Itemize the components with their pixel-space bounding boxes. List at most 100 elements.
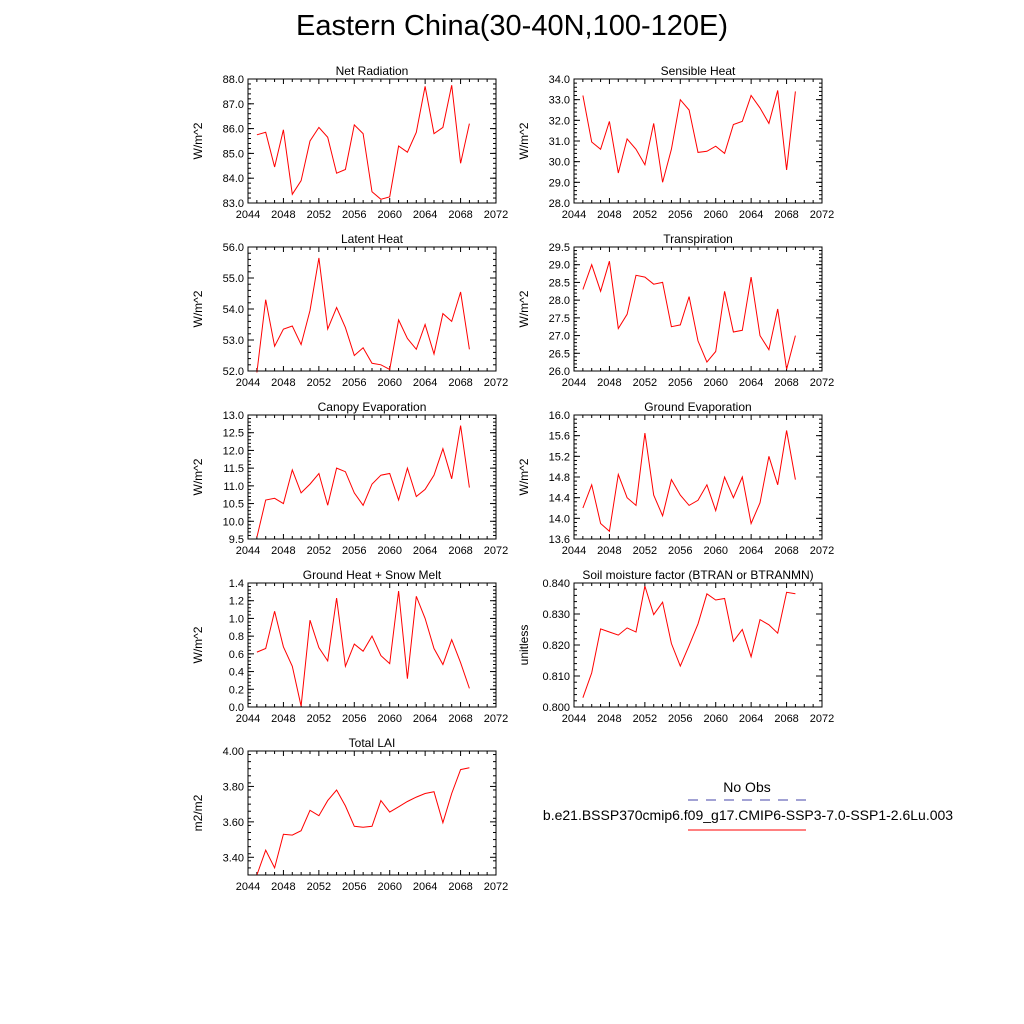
x-tick-label: 2072 [484, 881, 508, 893]
plot-frame [573, 78, 823, 204]
x-tick-label: 2060 [703, 377, 727, 389]
series-line [256, 590, 470, 707]
x-tick-label: 2048 [597, 545, 621, 557]
x-tick-label: 2060 [377, 881, 401, 893]
x-tick-label: 2048 [597, 209, 621, 221]
y-tick-label: 32.0 [549, 115, 570, 127]
y-tick-label: 15.2 [549, 451, 570, 463]
y-tick-label: 3.80 [223, 781, 244, 793]
x-tick-label: 2068 [448, 545, 472, 557]
x-tick-label: 2044 [236, 713, 260, 725]
x-tick-label: 2064 [413, 209, 437, 221]
y-tick-label: 0.800 [542, 702, 570, 714]
x-tick-label: 2056 [342, 881, 366, 893]
y-tick-label: 34.0 [549, 74, 570, 86]
x-tick-label: 2048 [597, 377, 621, 389]
x-tick-label: 2044 [562, 713, 586, 725]
series-line [582, 261, 796, 370]
x-tick-label: 2060 [703, 209, 727, 221]
y-tick-label: 0.8 [229, 631, 244, 643]
plot-frame [573, 414, 823, 540]
x-tick-label: 2072 [810, 377, 834, 389]
x-tick-label: 2072 [484, 209, 508, 221]
panel-1: Sensible Heat W/m^2 2044 2048 2052 2056 2060 20… [517, 64, 834, 221]
x-tick-label: 2052 [307, 881, 331, 893]
x-tick-label: 2064 [739, 377, 763, 389]
x-tick-label: 2072 [484, 545, 508, 557]
plot-frame [573, 582, 823, 708]
plot-frame [573, 246, 823, 372]
y-tick-label: 55.0 [223, 273, 244, 285]
series-line [256, 257, 470, 373]
panel-title: Net Radiation [336, 64, 409, 78]
y-tick-label: 1.0 [229, 613, 244, 625]
y-tick-label: 12.0 [223, 445, 244, 457]
y-tick-label: 13.0 [223, 410, 244, 422]
panel-title: Ground Heat + Snow Melt [303, 568, 442, 582]
y-axis-label: m2/m2 [191, 794, 205, 831]
x-tick-label: 2060 [703, 545, 727, 557]
x-tick-label: 2068 [448, 377, 472, 389]
x-tick-label: 2056 [342, 713, 366, 725]
y-tick-label: 0.830 [542, 609, 570, 621]
y-axis-label: W/m^2 [517, 290, 531, 327]
panel-4: Canopy Evaporation W/m^2 2044 2048 2052 2056 2… [191, 400, 508, 557]
x-tick-label: 2064 [739, 545, 763, 557]
y-tick-label: 13.6 [549, 534, 570, 546]
y-tick-label: 84.0 [223, 173, 244, 185]
x-tick-label: 2072 [810, 713, 834, 725]
y-tick-label: 0.0 [229, 702, 244, 714]
y-tick-label: 3.60 [223, 817, 244, 829]
x-tick-label: 2060 [377, 545, 401, 557]
x-tick-label: 2044 [562, 545, 586, 557]
plot-frame [247, 582, 497, 708]
series-line [256, 85, 470, 200]
y-tick-label: 27.5 [549, 313, 570, 325]
x-tick-label: 2060 [377, 377, 401, 389]
x-tick-label: 2064 [739, 713, 763, 725]
panel-title: Sensible Heat [661, 64, 736, 78]
page-title: Eastern China(30-40N,100-120E) [295, 10, 729, 42]
y-tick-label: 33.0 [549, 95, 570, 107]
panel-title: Ground Evaporation [644, 400, 751, 414]
y-tick-label: 29.5 [549, 242, 570, 254]
y-axis-label: W/m^2 [191, 122, 205, 159]
legend-case-label: b.e21.BSSP370cmip6.f09_g17.CMIP6-SSP3-7.… [542, 807, 954, 823]
x-tick-label: 2044 [236, 881, 260, 893]
y-tick-label: 1.4 [229, 578, 244, 590]
y-tick-label: 0.6 [229, 649, 244, 661]
x-tick-label: 2044 [236, 377, 260, 389]
x-tick-label: 2052 [307, 209, 331, 221]
panel-title: Total LAI [349, 736, 396, 750]
x-tick-label: 2052 [633, 545, 657, 557]
y-tick-label: 12.5 [223, 428, 244, 440]
y-tick-label: 28.0 [549, 295, 570, 307]
y-axis-label: W/m^2 [191, 290, 205, 327]
x-tick-label: 2064 [739, 209, 763, 221]
y-tick-label: 27.0 [549, 331, 570, 343]
y-axis-label: unitless [517, 625, 531, 666]
y-tick-label: 0.810 [542, 671, 570, 683]
x-tick-label: 2064 [413, 881, 437, 893]
x-tick-label: 2068 [448, 713, 472, 725]
x-tick-label: 2072 [484, 377, 508, 389]
y-axis-label: W/m^2 [191, 458, 205, 495]
panel-5: Ground Evaporation W/m^2 2044 2048 2052 2056 2… [517, 400, 834, 557]
plot-frame [247, 78, 497, 204]
x-tick-label: 2060 [377, 713, 401, 725]
x-tick-label: 2052 [307, 377, 331, 389]
y-tick-label: 0.840 [542, 578, 570, 590]
y-tick-label: 83.0 [223, 198, 244, 210]
x-tick-label: 2064 [413, 377, 437, 389]
y-tick-label: 14.4 [549, 493, 570, 505]
y-tick-label: 31.0 [549, 136, 570, 148]
y-tick-label: 26.0 [549, 366, 570, 378]
x-tick-label: 2048 [271, 881, 295, 893]
x-tick-label: 2068 [774, 377, 798, 389]
y-axis-label: W/m^2 [517, 122, 531, 159]
y-axis-label: W/m^2 [517, 458, 531, 495]
x-tick-label: 2068 [448, 881, 472, 893]
x-tick-label: 2064 [413, 545, 437, 557]
series-line [582, 585, 796, 698]
